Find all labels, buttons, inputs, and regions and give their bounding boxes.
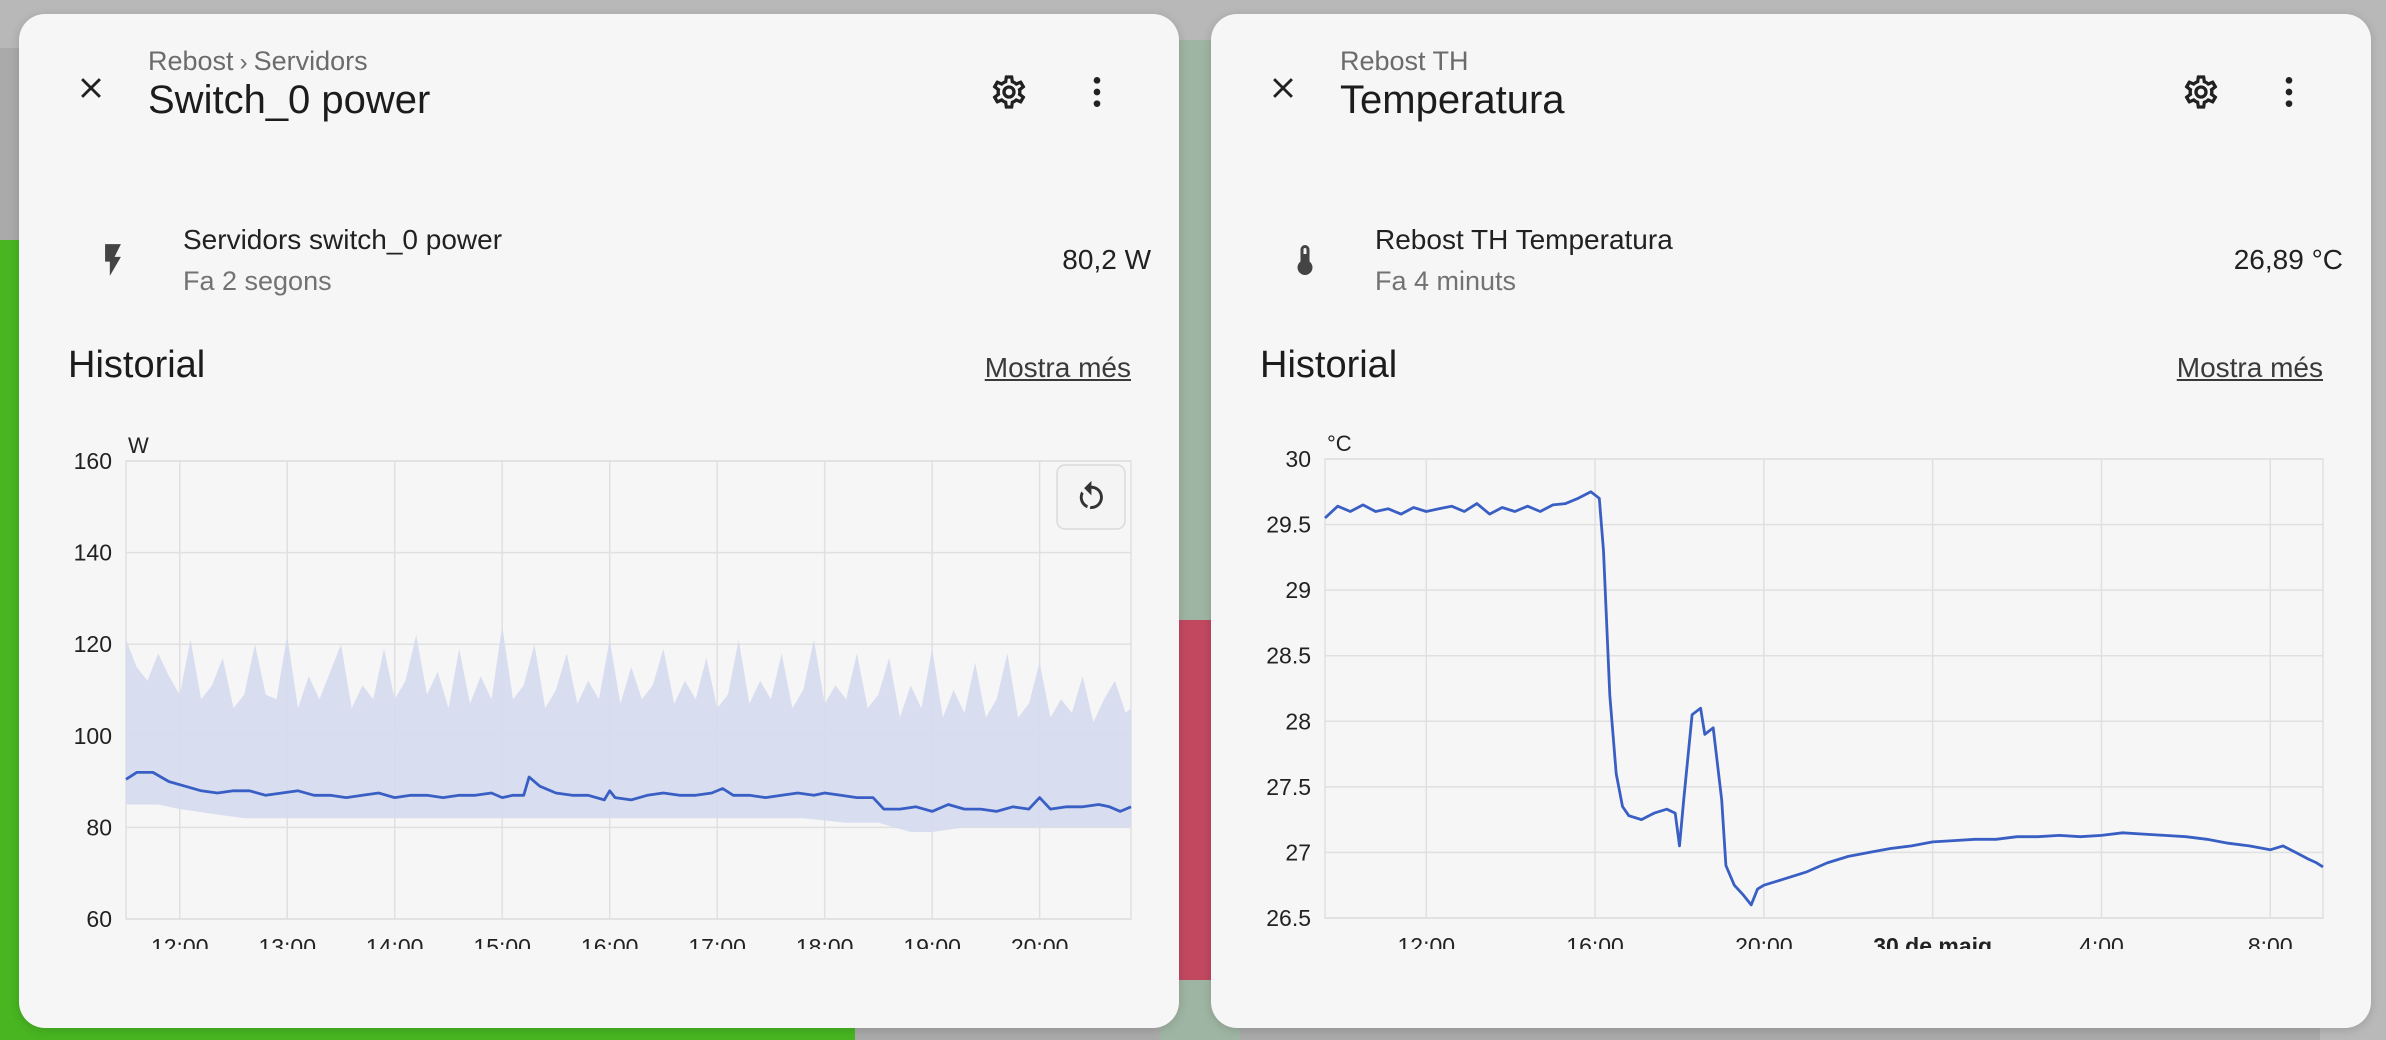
entity-state: 80,2 W <box>1062 244 1151 275</box>
more-options-button[interactable] <box>1077 68 1117 116</box>
entity-name: Rebost TH Temperatura <box>1375 224 1673 255</box>
series-line <box>1324 490 2324 907</box>
breadcrumb-separator-icon: › <box>239 49 248 76</box>
series-line <box>125 771 1132 813</box>
y-tick-label: 29 <box>1285 577 1311 603</box>
breadcrumb-device: Rebost TH <box>1340 46 1469 76</box>
x-tick-label: 4:00 <box>2079 933 2124 949</box>
y-unit-label: °C <box>1327 431 1352 456</box>
restore-icon <box>1079 480 1103 509</box>
entity-row[interactable]: Rebost TH Temperatura Fa 4 minuts 26,89 … <box>1261 214 2343 304</box>
reset-zoom-button[interactable] <box>1056 464 1126 530</box>
x-tick-label: 14:00 <box>366 934 424 949</box>
min-max-band <box>126 625 1131 832</box>
dialog-title: Temperatura <box>1340 78 1565 122</box>
history-chart[interactable]: 60 80 100 120 140 160 12:00 13:00 14:00 15:00 16:0… <box>19 409 1179 949</box>
history-chart[interactable]: 26.5 27 27.5 28 28.5 29 29.5 30 12:00 16:00 20:00 3… <box>1211 409 2371 949</box>
y-tick-label: 160 <box>74 448 112 474</box>
settings-button[interactable] <box>2177 68 2225 116</box>
breadcrumb: Rebost › Servidors <box>148 46 368 77</box>
x-tick-label: 12:00 <box>151 934 209 949</box>
plot-area <box>1324 458 2324 919</box>
show-more-link[interactable]: Mostra més <box>984 352 1131 383</box>
settings-button[interactable] <box>985 68 1033 116</box>
x-tick-label: 17:00 <box>688 934 746 949</box>
y-tick-label: 26.5 <box>1266 905 1311 931</box>
y-tick-label: 29.5 <box>1266 512 1311 538</box>
more-options-button[interactable] <box>2269 68 2309 116</box>
y-tick-label: 28.5 <box>1266 643 1311 669</box>
close-icon <box>81 78 101 98</box>
flash-icon <box>93 240 133 280</box>
y-tick-label: 27.5 <box>1266 774 1311 800</box>
x-tick-label: 13:00 <box>258 934 316 949</box>
breadcrumb: Rebost TH <box>1340 46 1469 77</box>
history-title: Historial <box>68 344 206 386</box>
y-tick-label: 100 <box>74 723 112 749</box>
y-tick-label: 120 <box>74 631 112 657</box>
x-tick-label: 30 de maig <box>1873 933 1992 949</box>
entity-state: 26,89 °C <box>2233 244 2343 275</box>
breadcrumb-area: Rebost <box>148 46 234 76</box>
more-info-dialog-power: Rebost › Servidors Switch_0 power Servidor… <box>19 14 1179 1028</box>
y-tick-label: 80 <box>86 814 112 840</box>
x-tick-label: 18:00 <box>796 934 854 949</box>
x-tick-label: 20:00 <box>1735 933 1793 949</box>
entity-name: Servidors switch_0 power <box>183 224 503 255</box>
show-more-link[interactable]: Mostra més <box>2176 352 2323 383</box>
dialog-title: Switch_0 power <box>148 78 431 122</box>
x-tick-label: 15:00 <box>473 934 531 949</box>
history-title: Historial <box>1260 344 1398 386</box>
dots-vertical-icon <box>2285 77 2293 107</box>
x-tick-label: 12:00 <box>1397 933 1455 949</box>
gear-icon <box>992 75 1026 109</box>
close-icon <box>1273 78 1293 98</box>
more-info-dialog-temperature: Rebost TH Temperatura Rebost TH Temperat… <box>1211 14 2371 1028</box>
gear-icon <box>2184 75 2218 109</box>
entity-last-changed: Fa 4 minuts <box>1375 266 1517 296</box>
entity-row[interactable]: Servidors switch_0 power Fa 2 segons 80,… <box>69 214 1151 304</box>
thermometer-icon <box>1285 240 1325 280</box>
close-button[interactable] <box>63 60 119 116</box>
entity-last-changed: Fa 2 segons <box>183 266 332 296</box>
y-tick-label: 28 <box>1285 708 1311 734</box>
x-tick-label: 16:00 <box>581 934 639 949</box>
x-tick-label: 19:00 <box>903 934 961 949</box>
y-tick-label: 60 <box>86 906 112 932</box>
close-button[interactable] <box>1255 60 1311 116</box>
x-tick-label: 8:00 <box>2248 933 2293 949</box>
y-tick-label: 140 <box>74 540 112 566</box>
y-tick-label: 30 <box>1285 446 1311 472</box>
y-unit-label: W <box>128 433 149 458</box>
breadcrumb-device: Servidors <box>253 46 368 76</box>
x-tick-label: 20:00 <box>1011 934 1069 949</box>
y-tick-label: 27 <box>1285 839 1311 865</box>
x-tick-label: 16:00 <box>1566 933 1624 949</box>
dots-vertical-icon <box>1093 77 1101 107</box>
